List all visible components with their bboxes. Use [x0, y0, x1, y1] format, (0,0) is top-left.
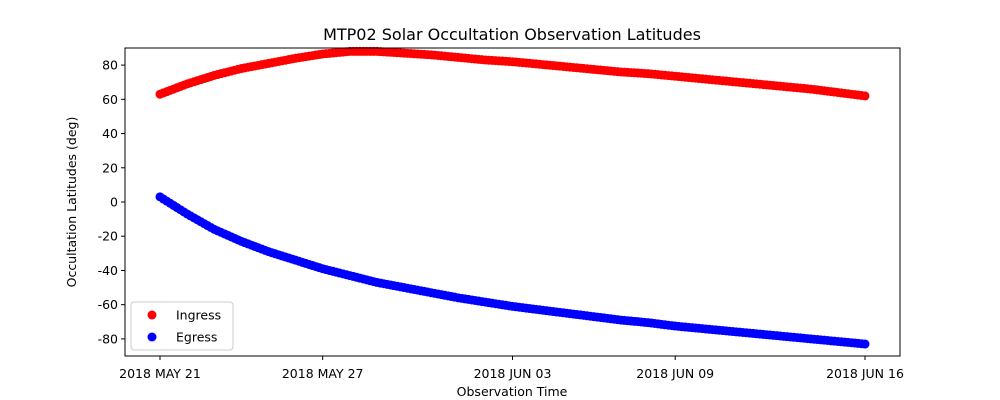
x-axis-label: Observation Time	[457, 384, 568, 399]
legend-box	[130, 301, 234, 351]
x-tick-label: 2018 MAY 27	[282, 366, 364, 381]
chart-title: MTP02 Solar Occultation Observation Lati…	[323, 25, 701, 44]
legend-marker	[147, 332, 157, 342]
x-tick-label: 2018 MAY 21	[119, 366, 201, 381]
legend: Ingress Egress	[130, 301, 234, 351]
y-tick-label: 80	[102, 58, 118, 73]
y-tick-label: 60	[102, 92, 118, 107]
plot-area	[155, 46, 870, 349]
series-egress	[155, 192, 870, 349]
y-tick-label: 40	[102, 126, 118, 141]
x-tick-label: 2018 JUN 16	[826, 366, 904, 381]
y-tick-label: 20	[102, 160, 118, 175]
y-tick-label: -60	[98, 297, 118, 312]
y-tick-label: 0	[110, 195, 118, 210]
x-tick-label: 2018 JUN 09	[636, 366, 714, 381]
x-axis: 2018 MAY 21 2018 MAY 27 2018 JUN 03 2018 JU…	[119, 356, 904, 381]
legend-label: Ingress	[176, 308, 221, 323]
y-axis: -80 -60 -40 -20 0 20 40 60 80	[98, 58, 125, 346]
y-axis-label: Occultation Latitudes (deg)	[64, 117, 79, 288]
legend-marker	[147, 310, 157, 320]
data-point	[860, 91, 870, 101]
legend-label: Egress	[176, 330, 217, 345]
y-tick-label: -40	[98, 263, 118, 278]
y-tick-label: -20	[98, 229, 118, 244]
series-ingress	[155, 46, 870, 101]
y-tick-label: -80	[98, 331, 118, 346]
x-tick-label: 2018 JUN 03	[474, 366, 552, 381]
data-point	[860, 339, 870, 349]
